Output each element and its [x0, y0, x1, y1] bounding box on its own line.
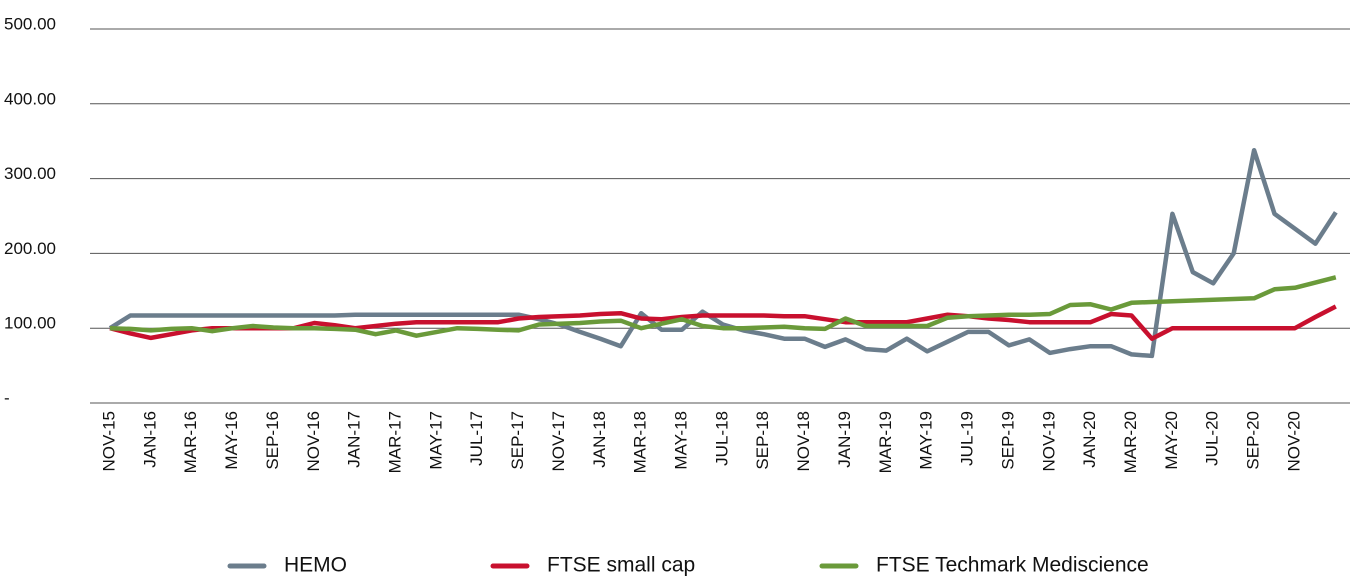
x-tick-label: SEP-16 — [263, 411, 282, 470]
x-tick-label: JAN-17 — [345, 411, 364, 468]
y-tick-label: - — [4, 388, 10, 407]
series-line — [109, 275, 1337, 338]
x-tick-label: JAN-16 — [140, 411, 159, 468]
x-tick-label: SEP-20 — [1244, 411, 1263, 470]
x-tick-label: NOV-16 — [304, 411, 323, 471]
y-tick-label: 500.00 — [4, 14, 56, 33]
x-tick-label: SEP-19 — [998, 411, 1017, 470]
series-line — [108, 147, 1338, 359]
legend-label: HEMO — [284, 554, 347, 577]
x-tick-label: NOV-15 — [99, 411, 118, 471]
x-tick-label: MAR-20 — [1121, 411, 1140, 473]
x-tick-label: MAY-16 — [222, 411, 241, 470]
series-line — [109, 304, 1337, 341]
x-tick-label: JAN-20 — [1080, 411, 1099, 468]
x-tick-label: MAR-17 — [386, 411, 405, 473]
x-tick-label: JUL-18 — [712, 411, 731, 466]
x-tick-label: MAR-16 — [181, 411, 200, 473]
y-tick-label: 400.00 — [4, 89, 56, 108]
y-tick-label: 100.00 — [4, 314, 56, 333]
x-tick-label: NOV-20 — [1284, 411, 1303, 471]
x-tick-label: MAY-20 — [1162, 411, 1181, 470]
x-tick-label: MAY-18 — [672, 411, 691, 470]
x-tick-label: NOV-19 — [1039, 411, 1058, 471]
x-tick-label: MAY-19 — [917, 411, 936, 470]
x-tick-label: NOV-18 — [794, 411, 813, 471]
x-tick-label: MAR-19 — [876, 411, 895, 473]
x-tick-label: JUL-17 — [467, 411, 486, 466]
x-tick-label: JAN-19 — [835, 411, 854, 468]
x-tick-label: JAN-18 — [590, 411, 609, 468]
legend-label: FTSE small cap — [547, 554, 695, 577]
x-tick-label: MAY-17 — [426, 411, 445, 470]
x-tick-label: JUL-19 — [958, 411, 977, 466]
x-tick-label: JUL-20 — [1203, 411, 1222, 466]
x-tick-label: NOV-17 — [549, 411, 568, 471]
legend-label: FTSE Techmark Mediscience — [876, 554, 1149, 577]
y-tick-label: 200.00 — [4, 239, 56, 258]
x-tick-label: SEP-17 — [508, 411, 527, 470]
x-tick-label: SEP-18 — [753, 411, 772, 470]
y-tick-label: 300.00 — [4, 164, 56, 183]
x-tick-label: MAR-18 — [631, 411, 650, 473]
